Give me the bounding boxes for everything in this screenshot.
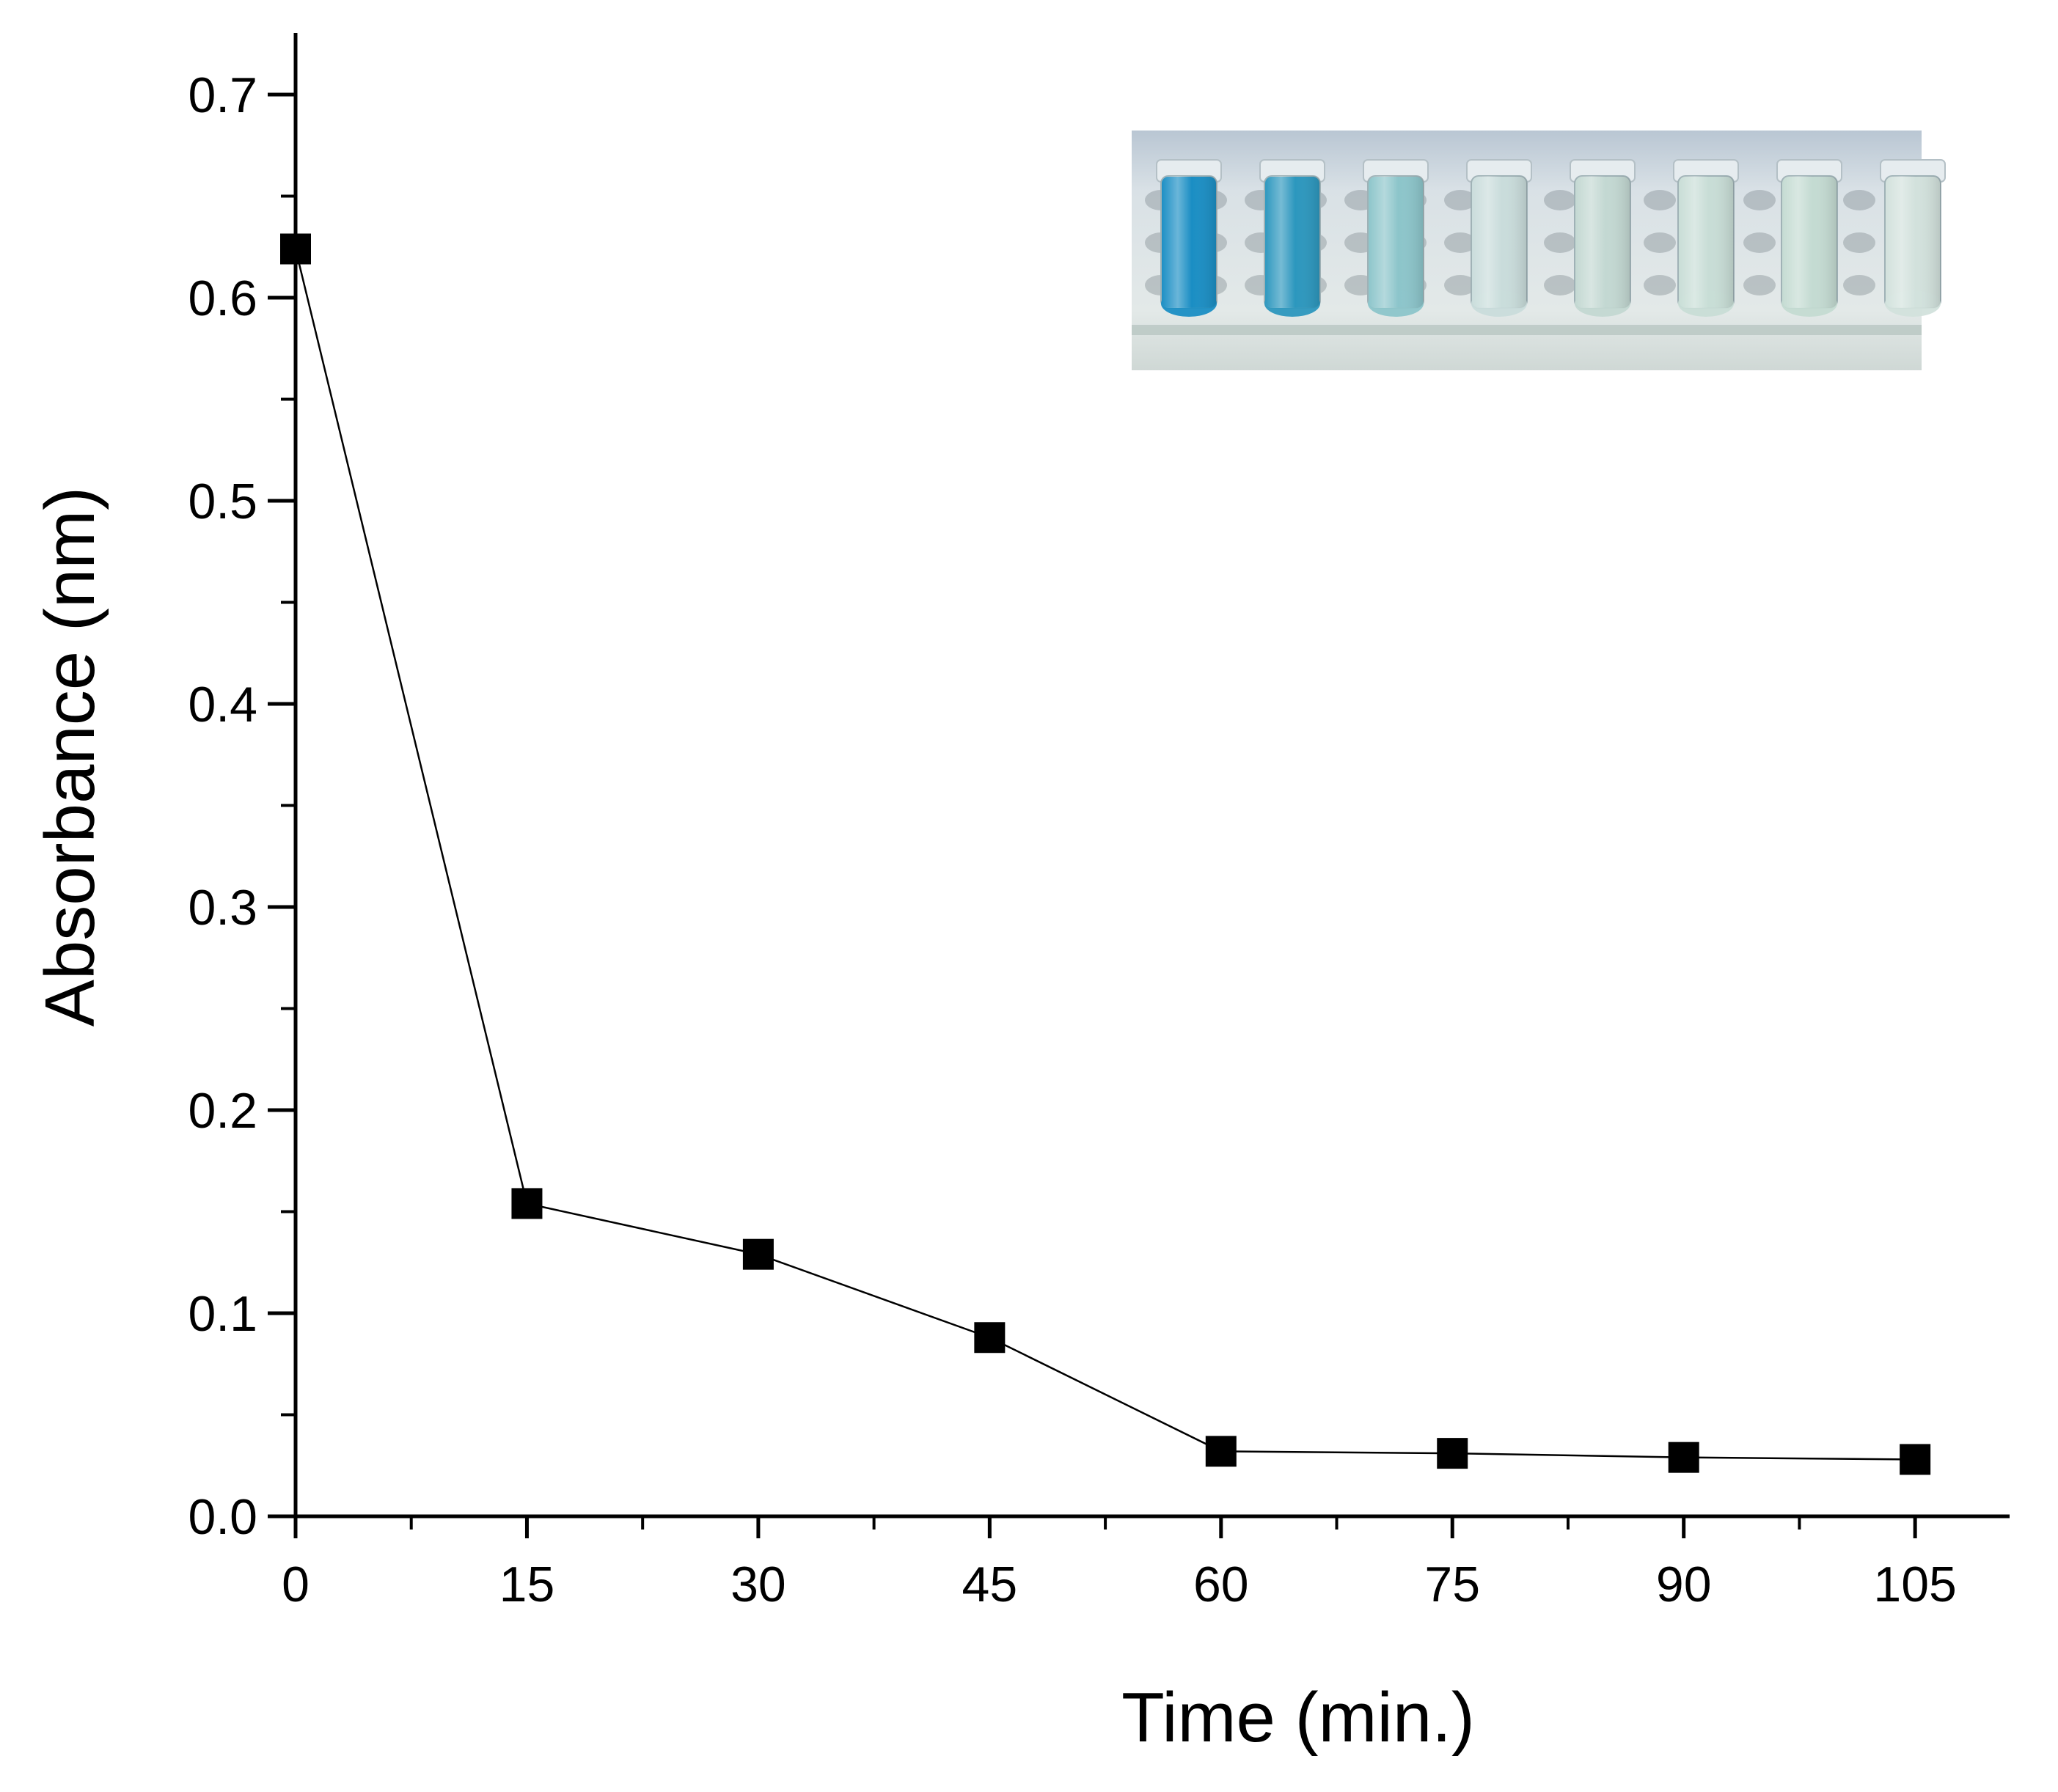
x-tick-label: 30	[730, 1557, 786, 1612]
data-point-marker	[974, 1322, 1006, 1354]
rack-hole	[1743, 232, 1776, 253]
data-point-marker	[1668, 1442, 1699, 1473]
data-point-marker	[1900, 1444, 1931, 1475]
vial-gloss	[1575, 176, 1630, 308]
vial-gloss	[1264, 176, 1320, 308]
data-point-marker	[280, 233, 311, 265]
data-point-marker	[511, 1188, 543, 1219]
vial-gloss	[1368, 176, 1424, 308]
rack-hole	[1544, 190, 1576, 210]
series-line	[294, 249, 1916, 1461]
x-tick-label: 0	[282, 1557, 310, 1612]
vial-gloss	[1678, 176, 1734, 308]
rack-hole	[1444, 275, 1476, 295]
y-tick-label: 0.2	[188, 1083, 257, 1139]
rack-hole	[1444, 232, 1476, 253]
data-point-marker	[1205, 1436, 1237, 1467]
inset-photo	[1132, 131, 1946, 370]
rack-hole	[1444, 190, 1476, 210]
rack-hole	[1644, 232, 1676, 253]
rack-hole	[1743, 190, 1776, 210]
rack-hole	[1843, 232, 1875, 253]
x-tick-label: 45	[962, 1557, 1018, 1612]
x-tick-label: 75	[1424, 1557, 1480, 1612]
axis-labels: 0.0 0.1 0.2 0.3 0.4 0.5 0.6 0.7 0 15 30 45 60 75 90 105	[188, 67, 1956, 1612]
axes	[268, 33, 2010, 1538]
vial-gloss	[1885, 176, 1941, 308]
data-point-marker	[1437, 1438, 1468, 1469]
y-tick-label: 0.1	[188, 1286, 257, 1342]
x-tick-label: 15	[499, 1557, 555, 1612]
rack-hole	[1544, 275, 1576, 295]
rack-hole	[1843, 275, 1875, 295]
y-tick-label: 0.0	[188, 1489, 257, 1545]
y-tick-label: 0.4	[188, 677, 257, 732]
y-tick-label: 0.3	[188, 880, 257, 936]
rack-hole	[1544, 232, 1576, 253]
x-tick-label: 60	[1193, 1557, 1249, 1612]
x-tick-label: 105	[1873, 1557, 1956, 1612]
y-tick-label: 0.6	[188, 271, 257, 326]
rack-hole	[1843, 190, 1875, 210]
x-tick-label: 90	[1656, 1557, 1712, 1612]
x-axis-title: Time (min.)	[1121, 1678, 1475, 1757]
data-point-marker	[742, 1238, 774, 1270]
vial-gloss	[1781, 176, 1837, 308]
y-axis-title: Absorbance (nm)	[31, 487, 109, 1027]
rack-edge	[1132, 325, 1922, 335]
rack-hole	[1743, 275, 1776, 295]
y-tick-label: 0.5	[188, 474, 257, 529]
vial-gloss	[1471, 176, 1527, 308]
rack-hole	[1644, 275, 1676, 295]
vial-gloss	[1161, 176, 1217, 308]
y-tick-label: 0.7	[188, 67, 257, 123]
rack-hole	[1644, 190, 1676, 210]
data-series	[280, 233, 1931, 1475]
